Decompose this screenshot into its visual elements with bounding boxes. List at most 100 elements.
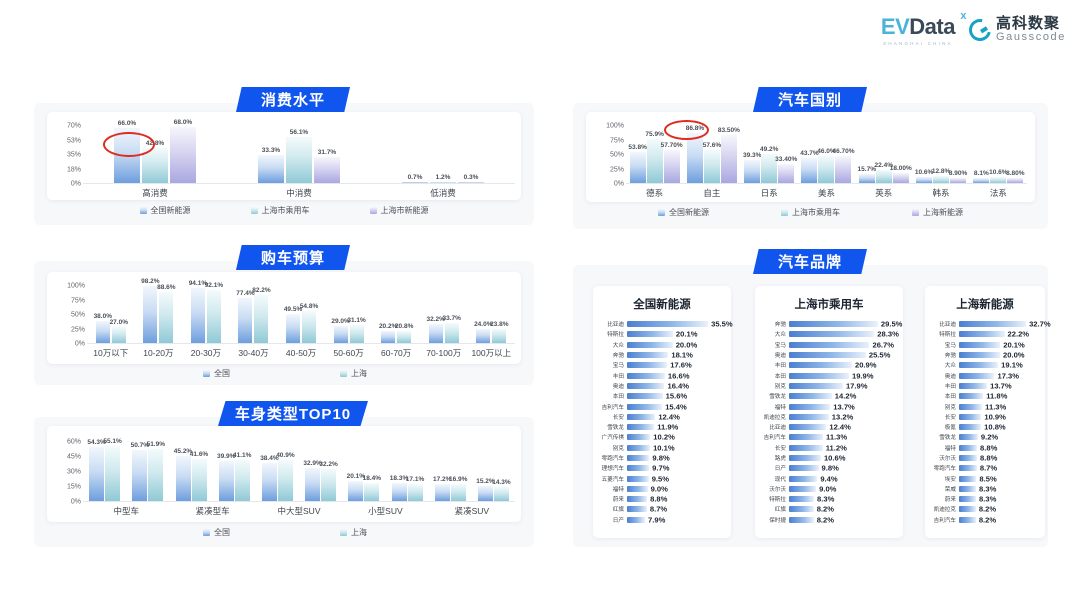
bar[interactable]: 41.1%: [233, 452, 251, 501]
bar[interactable]: 94.1%: [189, 280, 207, 343]
bar[interactable]: 33.3%: [258, 147, 284, 183]
legend-item[interactable]: 上海市新能源: [369, 205, 429, 216]
bar[interactable]: 50.7%: [131, 442, 149, 501]
bar[interactable]: 82.2%: [252, 287, 271, 343]
brand-row[interactable]: 丰田 16.6%: [593, 370, 731, 380]
brand-row[interactable]: 雪铁龙 9.2%: [925, 432, 1045, 442]
bar[interactable]: 54.3%: [87, 439, 106, 501]
bar[interactable]: 42.8%: [142, 140, 168, 183]
brand-row[interactable]: 本田 11.8%: [925, 391, 1045, 401]
bar[interactable]: 51.9%: [147, 441, 165, 501]
brand-row[interactable]: 埃安 8.5%: [925, 473, 1045, 483]
bar[interactable]: 66.0%: [114, 120, 140, 183]
bar[interactable]: 8.90%: [949, 170, 967, 183]
bar[interactable]: 31.1%: [347, 317, 366, 343]
brand-row[interactable]: 沃尔沃 8.8%: [925, 453, 1045, 463]
bar[interactable]: 32.9%: [303, 460, 322, 501]
brand-row[interactable]: 零跑汽车 8.7%: [925, 463, 1045, 473]
bar[interactable]: 18.4%: [363, 475, 381, 501]
brand-row[interactable]: 蔚来 8.8%: [593, 494, 731, 504]
brand-row[interactable]: 本田 19.9%: [755, 370, 903, 380]
brand-row[interactable]: 长安 12.4%: [593, 412, 731, 422]
bar[interactable]: 41.6%: [190, 451, 208, 501]
brand-row[interactable]: 日产 7.9%: [593, 515, 731, 525]
brand-row[interactable]: 吉利汽车 8.2%: [925, 515, 1045, 525]
bar[interactable]: 12.8%: [932, 168, 950, 183]
brand-row[interactable]: 保时捷 8.2%: [755, 515, 903, 525]
bar[interactable]: 15.7%: [858, 166, 876, 183]
legend-item[interactable]: 上海新能源: [912, 207, 963, 218]
bar[interactable]: 22.4%: [875, 162, 893, 183]
brand-row[interactable]: 雪铁龙 11.9%: [593, 422, 731, 432]
bar[interactable]: 46.0%: [817, 148, 836, 183]
bar[interactable]: 20.2%: [379, 323, 397, 343]
bar[interactable]: 38.4%: [260, 455, 279, 501]
bar[interactable]: 23.8%: [490, 321, 509, 343]
bar[interactable]: 57.70%: [661, 142, 683, 183]
brand-row[interactable]: 蔚来 8.3%: [925, 494, 1045, 504]
brand-row[interactable]: 大众 20.0%: [593, 340, 731, 350]
brand-row[interactable]: 理想汽车 9.7%: [593, 463, 731, 473]
brand-row[interactable]: 别克 11.3%: [925, 401, 1045, 411]
bar[interactable]: 40.9%: [276, 452, 295, 501]
bar[interactable]: 57.6%: [703, 142, 721, 183]
brand-row[interactable]: 日产 9.8%: [755, 463, 903, 473]
brand-row[interactable]: 奔驰 18.1%: [593, 350, 731, 360]
bar[interactable]: 92.1%: [205, 282, 223, 343]
brand-row[interactable]: 吉利汽车 11.3%: [755, 432, 903, 442]
bar[interactable]: 55.1%: [103, 438, 122, 501]
brand-row[interactable]: 福特 8.8%: [925, 443, 1045, 453]
legend-item[interactable]: 上海市乘用车: [781, 207, 840, 218]
bar[interactable]: 15.2%: [476, 478, 495, 501]
bar[interactable]: 10.6%: [915, 169, 933, 183]
brand-row[interactable]: 大众 28.3%: [755, 329, 903, 339]
brand-row[interactable]: 现代 9.4%: [755, 473, 903, 483]
bar[interactable]: 53.8%: [628, 144, 647, 183]
bar[interactable]: 8.80%: [1006, 170, 1025, 183]
brand-row[interactable]: 奔驰 20.0%: [925, 350, 1045, 360]
bar[interactable]: 33.7%: [443, 315, 461, 343]
brand-row[interactable]: 宝马 17.6%: [593, 360, 731, 370]
bar[interactable]: 17.1%: [406, 476, 424, 501]
brand-row[interactable]: 路虎 10.6%: [755, 453, 903, 463]
bar[interactable]: 17.2%: [433, 476, 451, 501]
brand-row[interactable]: 宝马 26.7%: [755, 340, 903, 350]
brand-row[interactable]: 极氪 10.8%: [925, 422, 1045, 432]
brand-row[interactable]: 长安 10.9%: [925, 412, 1045, 422]
bar[interactable]: 75.9%: [645, 131, 664, 183]
brand-row[interactable]: 比亚迪 32.7%: [925, 319, 1050, 329]
bar[interactable]: 38.0%: [94, 313, 112, 343]
bar[interactable]: 86.8%: [686, 125, 704, 183]
brand-row[interactable]: 红旗 8.7%: [593, 504, 731, 514]
brand-row[interactable]: 沃尔沃 9.0%: [755, 484, 903, 494]
bar[interactable]: 8.1%: [973, 170, 990, 183]
bar[interactable]: 32.2%: [427, 316, 445, 343]
bar[interactable]: 39.9%: [217, 453, 235, 501]
bar[interactable]: 88.6%: [157, 284, 176, 343]
bar[interactable]: 33.40%: [775, 156, 797, 183]
bar[interactable]: 24.0%: [474, 321, 493, 343]
bar[interactable]: 56.1%: [286, 129, 312, 183]
bar[interactable]: 39.3%: [743, 152, 761, 183]
brand-row[interactable]: 丰田 20.9%: [755, 360, 903, 370]
brand-row[interactable]: 长安 11.2%: [755, 443, 903, 453]
brand-row[interactable]: 别克 10.1%: [593, 443, 731, 453]
brand-row[interactable]: 荣威 8.3%: [925, 484, 1045, 494]
brand-row[interactable]: 奥迪 25.5%: [755, 350, 903, 360]
brand-row[interactable]: 零跑汽车 9.8%: [593, 453, 731, 463]
legend-item[interactable]: 全国: [203, 368, 230, 379]
brand-row[interactable]: 奥迪 16.4%: [593, 381, 731, 391]
bar[interactable]: 29.0%: [331, 318, 350, 343]
brand-row[interactable]: 吉利汽车 15.4%: [593, 401, 731, 411]
bar[interactable]: 31.7%: [314, 149, 340, 183]
brand-row[interactable]: 宝马 20.1%: [925, 340, 1045, 350]
bar[interactable]: 18.00%: [890, 165, 912, 183]
brand-row[interactable]: 五菱汽车 9.5%: [593, 473, 731, 483]
brand-row[interactable]: 特斯拉 22.2%: [925, 329, 1045, 339]
legend-item[interactable]: 上海市乘用车: [250, 205, 310, 216]
bar[interactable]: 10.6%: [989, 169, 1008, 183]
bar[interactable]: 46.70%: [832, 148, 855, 183]
brand-row[interactable]: 特斯拉 8.3%: [755, 494, 903, 504]
bar[interactable]: 77.4%: [236, 290, 255, 343]
brand-row[interactable]: 广汽传祺 10.2%: [593, 432, 731, 442]
